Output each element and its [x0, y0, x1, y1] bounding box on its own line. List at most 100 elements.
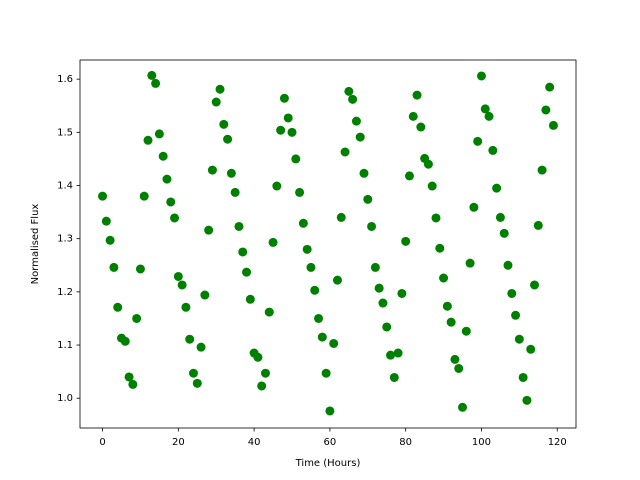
data-point: [514, 334, 524, 344]
data-point: [465, 258, 475, 268]
data-point: [545, 82, 555, 92]
data-point: [139, 191, 149, 201]
data-point: [518, 372, 528, 382]
data-point: [336, 212, 346, 222]
x-tick-label: 120: [548, 437, 567, 448]
y-tick-label: 1.6: [57, 74, 73, 85]
data-point: [317, 332, 327, 342]
data-point: [105, 235, 115, 245]
y-tick-label: 1.3: [57, 234, 73, 245]
data-point: [162, 174, 172, 184]
data-point: [268, 237, 278, 247]
data-point: [242, 267, 252, 277]
data-point: [386, 350, 396, 360]
data-point: [393, 348, 403, 358]
data-point: [257, 381, 267, 391]
data-point: [355, 132, 365, 142]
data-point: [363, 194, 373, 204]
data-point: [389, 372, 399, 382]
data-point: [173, 271, 183, 281]
data-point: [302, 244, 312, 254]
data-point: [283, 113, 293, 123]
data-point: [310, 285, 320, 295]
data-point: [204, 225, 214, 235]
data-point: [533, 220, 543, 230]
data-point: [537, 165, 547, 175]
x-tick-label: 100: [472, 437, 491, 448]
data-point: [200, 290, 210, 300]
data-point: [370, 262, 380, 272]
data-point: [120, 336, 130, 346]
data-point: [416, 122, 426, 132]
data-point: [135, 264, 145, 274]
y-axis-label: Normalised Flux: [30, 204, 41, 285]
data-point: [143, 135, 153, 145]
data-point: [321, 368, 331, 378]
axes-frame: [79, 59, 577, 429]
data-point: [431, 213, 441, 223]
data-point: [442, 301, 452, 311]
data-point: [458, 402, 468, 412]
data-point: [454, 363, 464, 373]
data-point: [329, 338, 339, 348]
data-point: [325, 406, 335, 416]
data-point: [476, 71, 486, 81]
data-point: [196, 342, 206, 352]
data-point: [446, 317, 456, 327]
data-point: [211, 97, 221, 107]
data-point: [234, 221, 244, 231]
data-point: [276, 125, 286, 135]
data-point: [484, 111, 494, 121]
data-point: [378, 298, 388, 308]
data-point: [226, 168, 236, 178]
data-point: [223, 134, 233, 144]
data-point: [287, 127, 297, 137]
data-point: [207, 165, 217, 175]
y-tick-label: 1.4: [57, 181, 73, 192]
data-point: [166, 197, 176, 207]
data-point: [219, 119, 229, 129]
data-point: [492, 183, 502, 193]
data-point: [154, 129, 164, 139]
x-tick-label: 60: [324, 437, 337, 448]
data-point: [495, 212, 505, 222]
x-tick-label: 20: [172, 437, 185, 448]
data-point: [511, 310, 521, 320]
data-point: [450, 354, 460, 364]
data-point: [314, 313, 324, 323]
data-point: [332, 275, 342, 285]
data-point: [245, 294, 255, 304]
data-point: [404, 171, 414, 181]
data-point: [272, 181, 282, 191]
y-tick-label: 1.1: [57, 340, 73, 351]
data-point: [253, 352, 263, 362]
data-point: [177, 280, 187, 290]
data-point: [291, 154, 301, 164]
data-point: [423, 159, 433, 169]
data-point: [132, 313, 142, 323]
data-point: [188, 368, 198, 378]
data-point: [359, 168, 369, 178]
data-point: [488, 145, 498, 155]
data-point: [401, 236, 411, 246]
data-point: [340, 147, 350, 157]
data-point: [480, 104, 490, 114]
data-point: [101, 216, 111, 226]
data-point: [98, 191, 108, 201]
data-point: [461, 326, 471, 336]
data-point: [469, 202, 479, 212]
data-point: [109, 262, 119, 272]
data-point: [412, 90, 422, 100]
data-point: [279, 93, 289, 103]
data-point: [397, 288, 407, 298]
data-point: [344, 86, 354, 96]
data-point: [113, 302, 123, 312]
data-point: [439, 273, 449, 283]
data-point: [147, 70, 157, 80]
data-point: [367, 221, 377, 231]
data-point: [260, 368, 270, 378]
data-point: [192, 378, 202, 388]
data-point: [264, 307, 274, 317]
